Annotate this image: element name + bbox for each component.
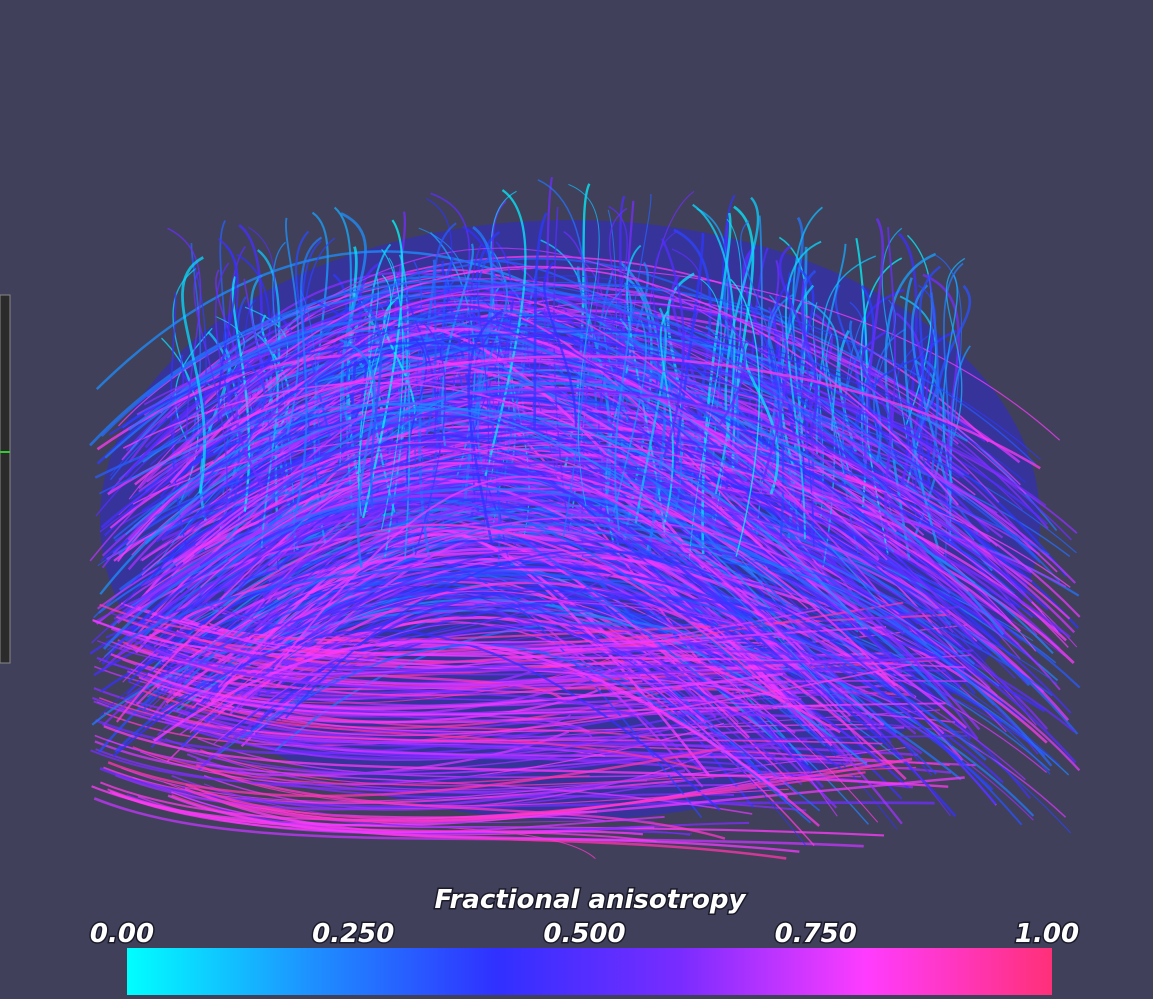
colorbar-tick-label: 1.00 (1015, 919, 1079, 949)
fiber-tracts (90, 177, 1080, 858)
colorbar-tick-label: 0.750 (775, 919, 857, 949)
colorbar-tick-label: 0.500 (543, 919, 625, 949)
colorbar-tick-label: 0.250 (312, 919, 394, 949)
colorbar-tick-label: 0.00 (90, 919, 154, 949)
side-panel (0, 295, 10, 663)
colorbar (127, 948, 1052, 995)
render-view: Fractional anisotropy 0.00 0.250 0.500 0.75… (0, 0, 1153, 999)
colorbar-title: Fractional anisotropy (435, 885, 747, 915)
